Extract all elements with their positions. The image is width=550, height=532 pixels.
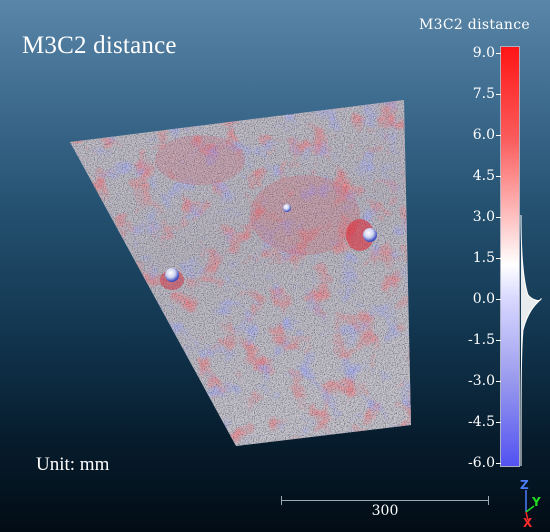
scalar-field-title: M3C2 distance [419, 17, 530, 33]
color-scale-tick-label: -4.5 [468, 414, 495, 430]
scale-bar [281, 500, 489, 501]
scale-bar-left-cap [281, 496, 282, 505]
view-title: M3C2 distance [22, 32, 177, 59]
color-scale-tick-label: 0.0 [472, 291, 495, 307]
axis-lines [525, 490, 535, 521]
color-scale-tick-label: 1.5 [472, 250, 495, 266]
color-scale-bar [500, 46, 520, 467]
scale-bar-right-cap [488, 496, 489, 505]
color-scale-tick-label: 3.0 [472, 209, 495, 225]
color-scale-tick-mark [496, 299, 501, 300]
axis-x-label: X [523, 516, 533, 530]
color-scale-tick-mark [496, 381, 501, 382]
scale-bar-label: 300 [371, 503, 399, 519]
axis-z-label: Z [520, 478, 529, 492]
color-scale-tick-mark [496, 422, 501, 423]
color-scale-tick-mark [496, 217, 501, 218]
unit-label: Unit: mm [36, 454, 110, 475]
color-scale-tick-mark [496, 176, 501, 177]
axis-tripod[interactable]: Z Y X [514, 478, 548, 530]
color-scale-tick-mark [496, 340, 501, 341]
color-scale-tick-label: 4.5 [472, 168, 495, 184]
bump-marker-1 [363, 228, 377, 242]
color-scale-tick-label: -3.0 [468, 373, 495, 389]
bump-marker-3 [283, 204, 291, 212]
color-scale-tick-mark [496, 53, 501, 54]
color-scale-tick-label: -6.0 [468, 455, 495, 471]
axis-y-label: Y [532, 495, 541, 509]
color-scale-tick-mark [496, 135, 501, 136]
color-scale-tick-mark [496, 94, 501, 95]
color-scale-tick-label: 9.0 [472, 45, 495, 61]
color-scale-tick-mark [496, 258, 501, 259]
bump-marker-2 [165, 268, 179, 282]
color-scale-tick-label: -1.5 [468, 332, 495, 348]
color-scale-tick-mark [496, 463, 501, 464]
cloud-surface [70, 100, 411, 446]
color-scale-tick-label: 6.0 [472, 127, 495, 143]
color-scale-tick-label: 7.5 [472, 86, 495, 102]
